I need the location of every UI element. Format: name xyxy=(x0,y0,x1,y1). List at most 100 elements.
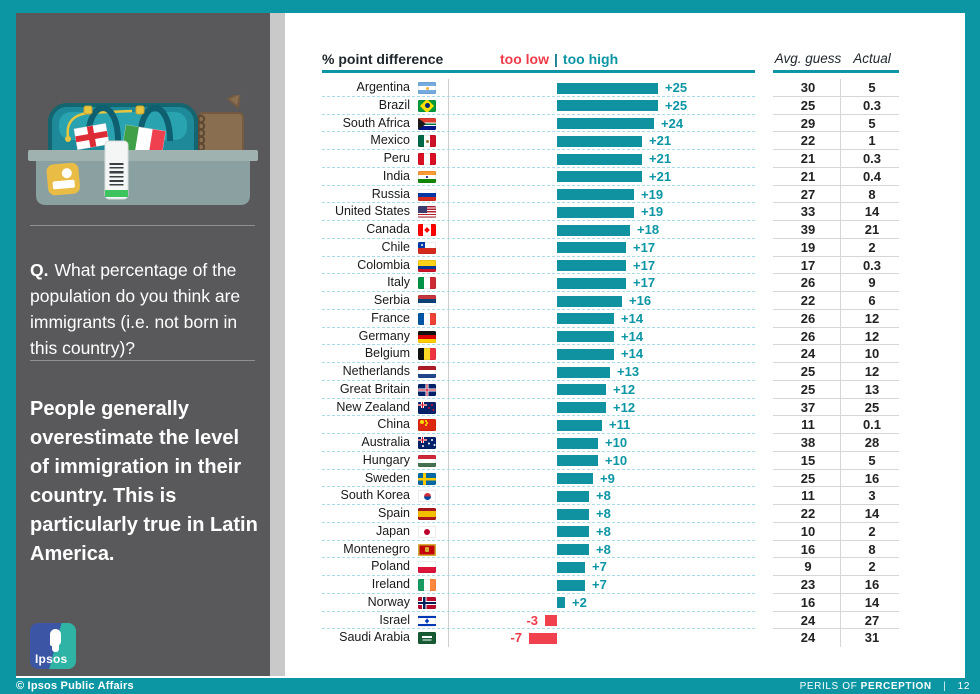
diff-value-label: +25 xyxy=(665,80,688,95)
country-label: Saudi Arabia xyxy=(339,630,410,645)
avg-guess-value: 21 xyxy=(800,151,816,166)
country-row: Montenegro +8 16 8 xyxy=(285,541,965,559)
avg-guess-value: 24 xyxy=(800,630,816,646)
column-header-actual: Actual xyxy=(853,51,891,66)
diff-value-label: +24 xyxy=(661,115,684,131)
diff-value-label: +2 xyxy=(572,594,587,610)
flag-france-icon xyxy=(418,312,436,325)
actual-value: 8 xyxy=(868,541,876,557)
country-label: Russia xyxy=(371,186,410,201)
avg-guess-value: 22 xyxy=(800,506,816,521)
actual-value: 14 xyxy=(864,204,880,220)
country-label: Peru xyxy=(383,151,410,165)
actual-value: 9 xyxy=(868,275,876,291)
flag-netherlands-icon xyxy=(418,366,436,378)
diff-bar xyxy=(557,171,642,183)
table-header-rule xyxy=(773,70,899,73)
actual-value: 2 xyxy=(868,523,876,539)
flag-argentina-icon xyxy=(418,82,436,94)
notebook xyxy=(196,95,244,156)
avg-guess-value: 33 xyxy=(800,204,816,220)
diff-bar xyxy=(557,82,658,94)
actual-value: 10 xyxy=(864,346,880,362)
diff-value-label: +10 xyxy=(605,435,628,450)
avg-guess-value: 24 xyxy=(800,612,816,628)
country-label: Italy xyxy=(387,275,410,290)
flag-germany-icon xyxy=(418,330,436,343)
actual-value: 2 xyxy=(868,239,876,255)
footer-page-number: 12 xyxy=(957,680,970,692)
diff-bar xyxy=(557,331,614,342)
avg-guess-value: 38 xyxy=(800,435,816,450)
diff-bar xyxy=(557,206,634,218)
avg-guess-value: 25 xyxy=(800,97,816,113)
avg-guess-value: 9 xyxy=(804,559,812,575)
country-row: Great Britain +12 25 13 xyxy=(285,381,965,399)
footer-copyright: © Ipsos Public Affairs xyxy=(16,680,134,692)
diff-bar xyxy=(529,632,557,644)
actual-value: 12 xyxy=(864,310,880,326)
avg-guess-value: 22 xyxy=(800,293,816,308)
footer-title-regular: PERILS OF xyxy=(799,680,858,692)
country-row: Sweden +9 25 16 xyxy=(285,470,965,488)
diff-value-label: +17 xyxy=(633,257,656,273)
luggage-tag xyxy=(104,140,129,200)
country-label: Great Britain xyxy=(339,381,410,396)
country-row: Norway +2 16 14 xyxy=(285,594,965,612)
country-label: South Africa xyxy=(342,115,410,130)
diff-bar xyxy=(557,366,610,378)
diff-bar xyxy=(557,490,589,502)
flag-colombia-icon xyxy=(418,259,436,272)
country-row: France +14 26 12 xyxy=(285,310,965,328)
diff-value-label: +14 xyxy=(621,346,644,362)
country-row: Germany +14 26 12 xyxy=(285,328,965,346)
flag-china-icon xyxy=(418,419,436,432)
country-row: Italy +17 26 9 xyxy=(285,274,965,292)
country-label: Belgium xyxy=(364,346,410,361)
avg-guess-value: 10 xyxy=(800,523,816,539)
diff-value-label: +8 xyxy=(596,523,611,539)
diff-value-label: +11 xyxy=(609,417,631,433)
country-label: South Korea xyxy=(340,488,411,503)
diff-value-label: +8 xyxy=(596,541,611,557)
sidebar-divider-top xyxy=(30,225,255,226)
diff-value-label: +21 xyxy=(649,151,672,166)
country-row: India +21 21 0.4 xyxy=(285,168,965,186)
avg-guess-value: 21 xyxy=(800,168,816,184)
diff-bar xyxy=(557,579,585,591)
diff-bar xyxy=(557,597,565,609)
country-row: Chile +17 19 2 xyxy=(285,239,965,257)
flag-united-states-icon xyxy=(418,206,436,219)
flag-south-korea-icon xyxy=(418,490,436,503)
country-row: Mexico +21 22 1 xyxy=(285,132,965,150)
diff-value-label: +14 xyxy=(621,328,644,344)
actual-value: 5 xyxy=(868,452,876,468)
too-high-label: too high xyxy=(562,51,619,67)
country-label: Israel xyxy=(379,612,410,627)
avg-guess-value: 11 xyxy=(801,488,815,504)
actual-value: 12 xyxy=(864,364,880,379)
country-label: France xyxy=(371,310,410,325)
country-row: Belgium +14 24 10 xyxy=(285,345,965,363)
flag-serbia-icon xyxy=(418,295,436,307)
avg-guess-value: 15 xyxy=(800,452,816,468)
question-text: Q. What percentage of the population do y… xyxy=(30,257,258,361)
actual-value: 14 xyxy=(864,594,880,610)
diff-bar xyxy=(557,455,598,467)
flag-chile-icon xyxy=(418,241,436,254)
country-row: United States +19 33 14 xyxy=(285,203,965,221)
diff-value-label: +19 xyxy=(641,204,664,220)
diff-bar xyxy=(545,615,557,626)
england-flag xyxy=(73,123,110,151)
avg-guess-value: 22 xyxy=(800,133,816,149)
actual-value: 0.3 xyxy=(862,97,882,113)
avg-guess-value: 16 xyxy=(800,541,816,557)
diff-bar xyxy=(557,313,614,325)
ipsos-logo: Ipsos xyxy=(30,623,76,669)
diff-value-label: +8 xyxy=(596,488,611,504)
diff-bar xyxy=(557,473,593,484)
actual-value: 13 xyxy=(864,381,880,397)
avg-guess-value: 37 xyxy=(800,399,816,415)
avg-guess-value: 24 xyxy=(800,346,816,362)
key-finding-text: People generally overestimate the level … xyxy=(30,398,258,565)
